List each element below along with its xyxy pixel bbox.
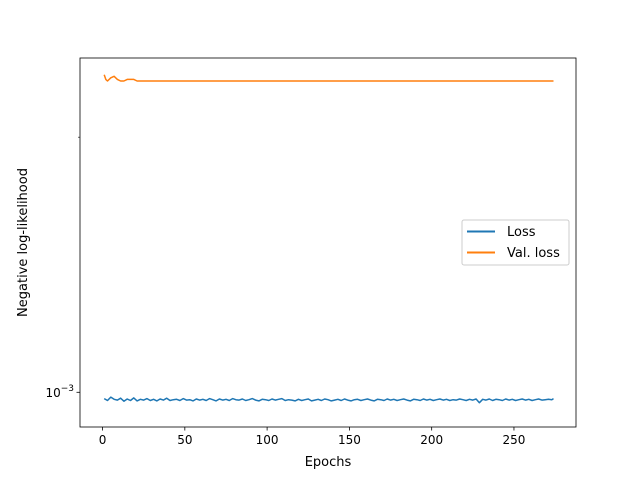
plot-frame xyxy=(79,57,577,428)
x-tick-label: 150 xyxy=(338,433,361,447)
x-tick-label: 100 xyxy=(256,433,279,447)
series-group xyxy=(103,74,554,404)
series-line-val-loss xyxy=(103,74,554,82)
legend-label-val-loss: Val. loss xyxy=(507,246,560,261)
x-tick-label: 50 xyxy=(177,433,192,447)
x-tick-label: 200 xyxy=(420,433,443,447)
legend-label-loss: Loss xyxy=(507,225,536,240)
series-line-loss xyxy=(103,396,554,404)
x-axis-ticks: 0 50 100 150 200 250 xyxy=(99,427,526,447)
y-axis-label: Negative log-likelihood xyxy=(16,168,31,317)
x-tick-label: 250 xyxy=(503,433,526,447)
x-tick-label: 0 xyxy=(99,433,107,447)
x-axis-label: Epochs xyxy=(305,455,352,470)
legend: Loss Val. loss xyxy=(461,219,570,266)
plot-area xyxy=(79,57,577,428)
